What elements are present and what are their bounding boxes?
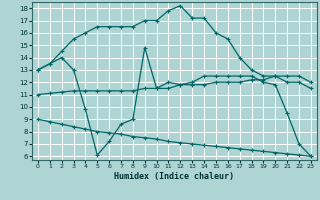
X-axis label: Humidex (Indice chaleur): Humidex (Indice chaleur) <box>115 172 234 181</box>
